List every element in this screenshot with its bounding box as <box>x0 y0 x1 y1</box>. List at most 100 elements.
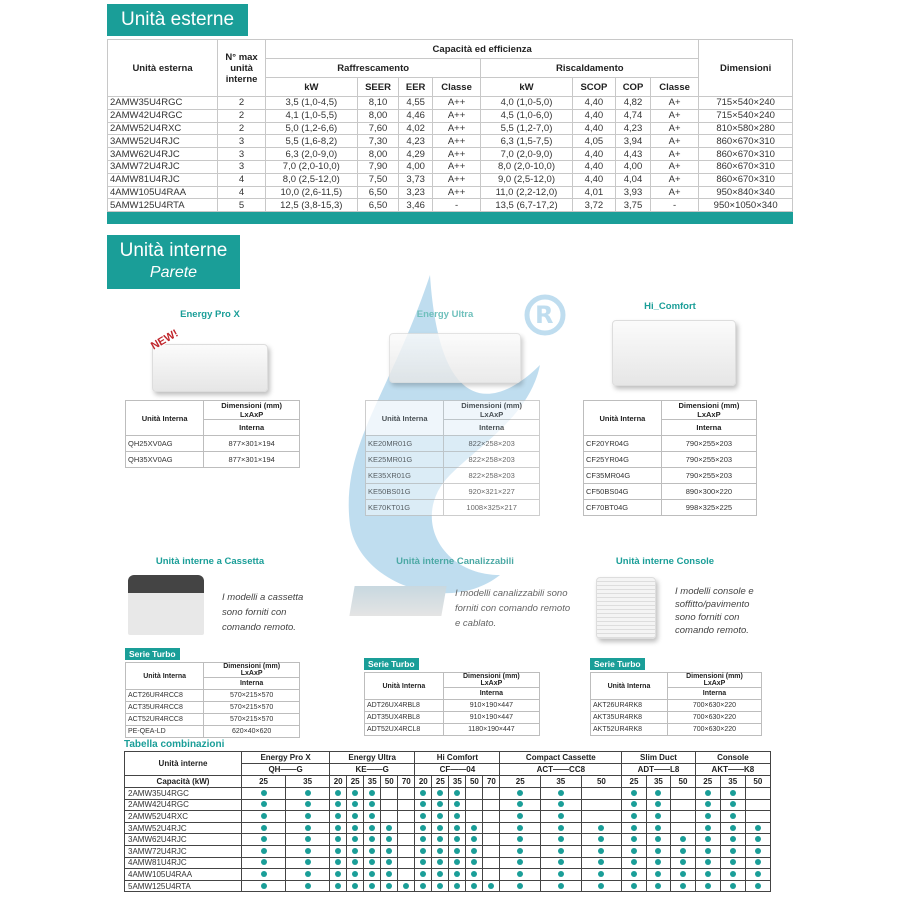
compat-cell <box>240 868 287 881</box>
compatible-dot-icon <box>557 870 564 877</box>
table-row: 4AMW81U4RJC 4 8,0 (2,5-12,0) 7,50 3,73 A++ 9,0… <box>106 172 793 187</box>
compatible-dot-icon <box>655 824 662 831</box>
compat-cell <box>621 798 647 812</box>
table-cell: A+ <box>649 108 700 123</box>
compat-cell <box>645 821 672 835</box>
compat-cell <box>329 833 348 846</box>
table-cell: 6,50 <box>356 185 400 200</box>
product-title-ducted: Unità interne Canalizzabili <box>396 556 514 567</box>
compatible-dot-icon <box>454 824 461 831</box>
compatible-dot-icon <box>517 836 524 843</box>
compat-cell <box>448 833 467 846</box>
compatible-dot-icon <box>704 836 711 843</box>
compat-cell <box>397 868 416 881</box>
compatible-dot-icon <box>454 789 461 796</box>
col-internal: Interna <box>443 419 540 436</box>
series-label: Serie Turbo <box>125 648 180 660</box>
indoor-subtitle: Parete <box>149 264 198 281</box>
table-cell: A++ <box>431 185 482 200</box>
compat-cell <box>329 856 348 870</box>
compat-cell <box>363 879 382 893</box>
compat-cell <box>414 833 433 846</box>
dims-cell: 570×215×570 <box>203 701 300 714</box>
table-cell: 4,00 <box>615 159 651 174</box>
compat-cell <box>482 879 501 893</box>
table-cell: 5AMW125U4RTA <box>106 198 219 213</box>
table-row: ACT52UR4RCC8 570×215×570 <box>124 713 300 726</box>
compat-cell <box>719 787 746 800</box>
dims-cell: 700×630×220 <box>666 699 763 712</box>
col-internal: Interna <box>666 687 763 700</box>
col-internal: Interna <box>442 687 541 700</box>
compat-cell <box>431 856 450 870</box>
compatible-dot-icon <box>335 789 342 796</box>
col-heating: Riscaldamento <box>480 58 700 78</box>
col-class: Classe <box>649 77 700 97</box>
table-cell: 860×670×310 <box>698 159 793 174</box>
compat-cell <box>363 844 382 858</box>
model-cell: 3AMW62U4RJC <box>124 833 242 846</box>
col-seer: SEER <box>356 77 400 97</box>
product-title-energy-ultra: Energy Ultra <box>416 309 474 320</box>
table-cell: 4 <box>217 172 267 187</box>
table-cell: 12,5 (3,8-15,3) <box>265 198 358 213</box>
compatible-dot-icon <box>260 789 267 796</box>
dims-sub-label: LxAxP <box>239 410 264 419</box>
compatible-dot-icon <box>655 812 662 819</box>
energy-ultra-image <box>389 333 521 383</box>
compat-cell <box>694 821 721 835</box>
table-cell: 4,55 <box>398 96 433 110</box>
compatible-dot-icon <box>369 859 376 866</box>
compatible-dot-icon <box>304 801 311 808</box>
col-scop: SCOP <box>571 77 617 97</box>
compat-cell <box>346 856 365 870</box>
compatible-dot-icon <box>655 801 662 808</box>
compat-cell <box>670 810 696 823</box>
dims-cell: 910×190×447 <box>442 699 541 712</box>
compatible-dot-icon <box>454 870 461 877</box>
col-unit: Unità Interna <box>364 400 445 436</box>
compatible-dot-icon <box>369 847 376 854</box>
table-cell: 4,74 <box>615 108 651 123</box>
cassette-description: I modelli a cassetta sono forniti con co… <box>222 592 304 633</box>
compatible-dot-icon <box>335 824 342 831</box>
compat-cell <box>414 856 433 870</box>
compatible-dot-icon <box>754 847 761 854</box>
compat-cell <box>240 879 287 893</box>
compatible-dot-icon <box>369 836 376 843</box>
compatible-dot-icon <box>369 882 376 889</box>
compatible-dot-icon <box>352 882 359 889</box>
compatible-dot-icon <box>335 836 342 843</box>
compatible-dot-icon <box>517 824 524 831</box>
model-cell: AKT35UR4RK8 <box>590 711 668 724</box>
table-cell: 2AMW52U4RXC <box>106 121 219 136</box>
capacity-value: 25 <box>431 775 450 788</box>
compatible-dot-icon <box>754 824 761 831</box>
capacity-value: 35 <box>719 775 746 788</box>
compatible-dot-icon <box>454 836 461 843</box>
model-cell: KE20MR01G <box>364 435 445 452</box>
console-description: I modelli console e soffitto/pavimento s… <box>675 586 754 636</box>
compat-cell <box>621 821 647 835</box>
header-row: Unità Interna Dimensioni (mm) LxAxP <box>124 662 300 690</box>
table-row: QH25XV0AG 877×301×194 <box>124 435 300 452</box>
compatible-dot-icon <box>517 812 524 819</box>
dims-cell: 570×215×570 <box>203 713 300 726</box>
compatible-dot-icon <box>557 859 564 866</box>
compat-cell <box>670 879 696 893</box>
dims-cell: 910×190×447 <box>442 711 541 724</box>
compatible-dot-icon <box>704 882 711 889</box>
col-internal: Interna <box>203 677 300 690</box>
table-cell: 4,1 (1,0-5,5) <box>265 108 358 123</box>
compat-cell <box>329 844 348 858</box>
product-title-console: Unità interne Console <box>615 556 715 567</box>
table-cell: 10,0 (2,6-11,5) <box>265 185 358 200</box>
capacity-value: 20 <box>414 775 433 788</box>
compatible-dot-icon <box>386 882 393 889</box>
table-cell: 3,46 <box>398 198 433 213</box>
compat-cell <box>329 868 348 881</box>
table-cell: A++ <box>431 172 482 187</box>
group-code: CF——04 <box>414 763 501 776</box>
compatible-dot-icon <box>598 847 605 854</box>
table-cell: 4,00 <box>398 159 433 174</box>
